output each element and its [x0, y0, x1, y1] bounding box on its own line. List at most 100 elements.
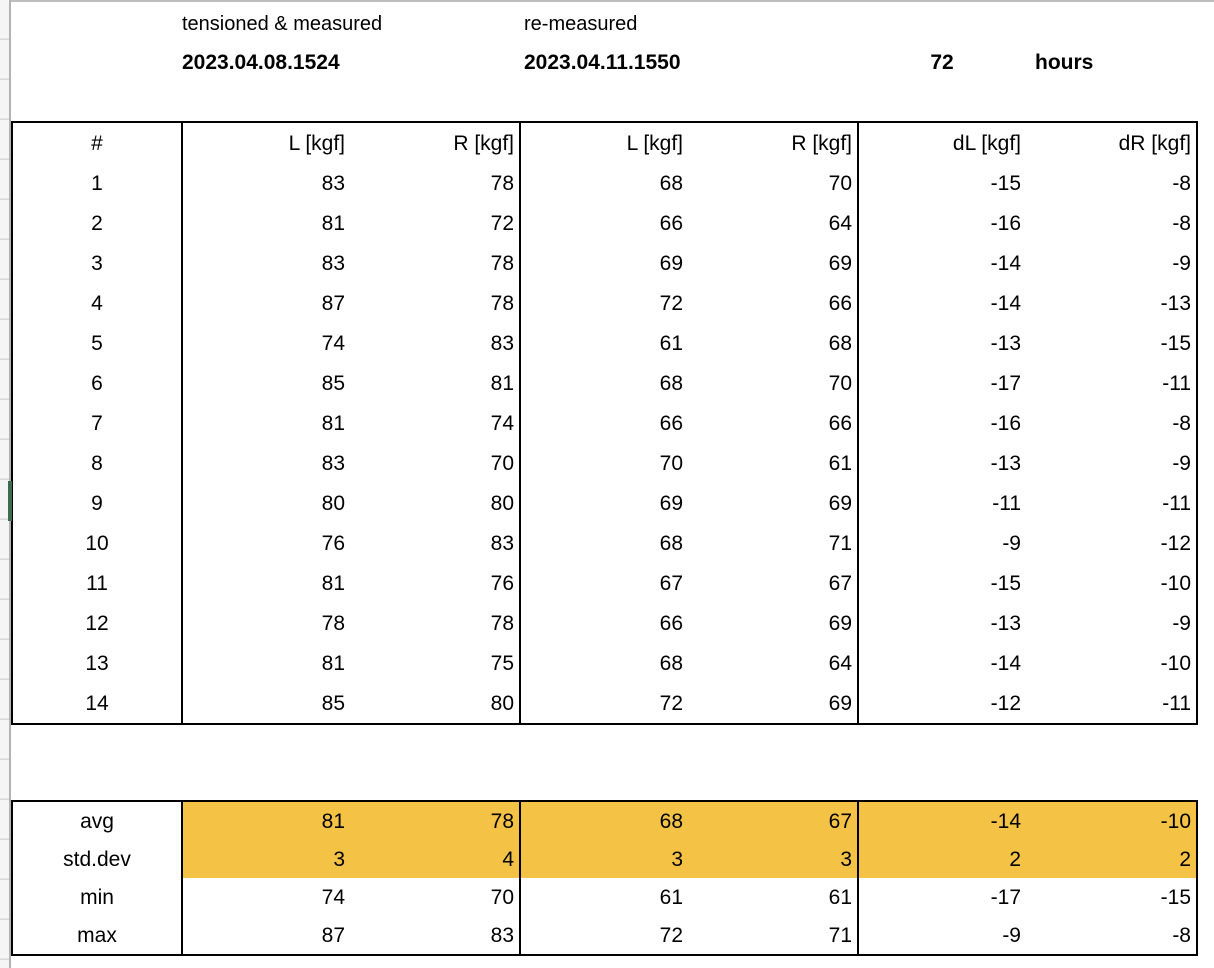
value-cell[interactable]: -11 — [1162, 691, 1191, 715]
column-header-cell[interactable]: R [kgf] — [791, 131, 852, 155]
value-cell[interactable]: -12 — [1160, 531, 1191, 555]
value-cell[interactable]: 72 — [519, 283, 688, 323]
value-cell[interactable]: 71 — [828, 531, 852, 555]
value-cell[interactable]: 61 — [828, 451, 852, 475]
summary-label-cell[interactable]: avg — [80, 809, 114, 833]
column-header-cell[interactable]: L [kgf] — [519, 123, 688, 163]
value-cell[interactable]: -9 — [1172, 611, 1191, 635]
value-cell[interactable]: 70 — [519, 443, 688, 483]
value-cell[interactable]: -8 — [1172, 171, 1191, 195]
value-cell[interactable]: 68 — [519, 643, 688, 683]
summary-label-cell[interactable]: std.dev — [63, 847, 131, 871]
value-cell[interactable]: -11 — [857, 483, 1026, 523]
value-cell[interactable]: 85 — [181, 363, 350, 403]
value-cell[interactable]: 85 — [181, 683, 350, 723]
value-cell[interactable]: -16 — [857, 403, 1026, 443]
summary-value-cell[interactable]: -10 — [1026, 802, 1196, 840]
value-cell[interactable]: -10 — [1160, 571, 1191, 595]
summary-value-cell[interactable]: 71 — [828, 923, 852, 947]
row-number-cell[interactable]: 8 — [91, 451, 103, 475]
value-cell[interactable]: -11 — [1162, 491, 1191, 515]
row-number-cell[interactable]: 4 — [91, 291, 103, 315]
value-cell[interactable]: 70 — [828, 171, 852, 195]
row-number-cell[interactable]: 10 — [85, 531, 109, 555]
column-header-cell[interactable]: dL [kgf] — [857, 123, 1026, 163]
row-number-cell[interactable]: 6 — [91, 371, 103, 395]
value-cell[interactable]: 68 — [519, 523, 688, 563]
value-cell[interactable]: 66 — [519, 403, 688, 443]
value-cell[interactable]: 87 — [181, 283, 350, 323]
value-cell[interactable]: 70 — [490, 451, 514, 475]
value-cell[interactable]: 70 — [828, 371, 852, 395]
summary-value-cell[interactable]: -14 — [857, 802, 1026, 840]
row-number-cell[interactable]: 2 — [91, 211, 103, 235]
value-cell[interactable]: 69 — [519, 243, 688, 283]
summary-value-cell[interactable]: -8 — [1172, 923, 1191, 947]
summary-value-cell[interactable]: 2 — [857, 840, 1026, 878]
value-cell[interactable]: -16 — [857, 203, 1026, 243]
summary-value-cell[interactable]: 74 — [181, 878, 350, 916]
row-number-cell[interactable]: 13 — [85, 651, 109, 675]
value-cell[interactable]: -9 — [1172, 251, 1191, 275]
value-cell[interactable]: 66 — [519, 203, 688, 243]
summary-value-cell[interactable]: 4 — [350, 840, 519, 878]
column-header-cell[interactable]: L [kgf] — [181, 123, 350, 163]
row-number-cell[interactable]: 3 — [91, 251, 103, 275]
value-cell[interactable]: -13 — [857, 323, 1026, 363]
value-cell[interactable]: -8 — [1172, 411, 1191, 435]
summary-value-cell[interactable]: 87 — [181, 916, 350, 954]
value-cell[interactable]: 69 — [828, 491, 852, 515]
value-cell[interactable]: -13 — [1160, 291, 1191, 315]
value-cell[interactable]: -10 — [1160, 651, 1191, 675]
value-cell[interactable]: 67 — [519, 563, 688, 603]
column-header-cell[interactable]: # — [91, 131, 103, 155]
row-number-cell[interactable]: 12 — [85, 611, 109, 635]
value-cell[interactable]: -15 — [1160, 331, 1191, 355]
summary-value-cell[interactable]: 72 — [519, 916, 688, 954]
value-cell[interactable]: 67 — [828, 571, 852, 595]
summary-value-cell[interactable]: 81 — [181, 802, 350, 840]
value-cell[interactable]: 83 — [181, 243, 350, 283]
summary-value-cell[interactable]: -17 — [857, 878, 1026, 916]
value-cell[interactable]: 81 — [490, 371, 514, 395]
summary-value-cell[interactable]: -9 — [857, 916, 1026, 954]
row-number-cell[interactable]: 7 — [91, 411, 103, 435]
summary-value-cell[interactable]: 2 — [1026, 840, 1196, 878]
summary-value-cell[interactable]: 3 — [688, 840, 857, 878]
value-cell[interactable]: 78 — [490, 291, 514, 315]
value-cell[interactable]: -11 — [1162, 371, 1191, 395]
summary-value-cell[interactable]: 61 — [828, 885, 852, 909]
value-cell[interactable]: 83 — [490, 331, 514, 355]
value-cell[interactable]: -15 — [857, 563, 1026, 603]
value-cell[interactable]: 81 — [181, 643, 350, 683]
value-cell[interactable]: 66 — [519, 603, 688, 643]
value-cell[interactable]: 74 — [181, 323, 350, 363]
value-cell[interactable]: 80 — [490, 491, 514, 515]
value-cell[interactable]: -14 — [857, 643, 1026, 683]
value-cell[interactable]: 81 — [181, 203, 350, 243]
value-cell[interactable]: 72 — [519, 683, 688, 723]
value-cell[interactable]: 80 — [490, 691, 514, 715]
value-cell[interactable]: 69 — [828, 611, 852, 635]
value-cell[interactable]: 66 — [828, 411, 852, 435]
value-cell[interactable]: -15 — [857, 163, 1026, 203]
value-cell[interactable]: 83 — [181, 163, 350, 203]
value-cell[interactable]: -14 — [857, 243, 1026, 283]
row-number-cell[interactable]: 9 — [91, 491, 103, 515]
summary-value-cell[interactable]: 3 — [181, 840, 350, 878]
value-cell[interactable]: 72 — [490, 211, 514, 235]
value-cell[interactable]: -12 — [857, 683, 1026, 723]
column-header-cell[interactable]: R [kgf] — [453, 131, 514, 155]
summary-value-cell[interactable]: 78 — [350, 802, 519, 840]
value-cell[interactable]: 75 — [490, 651, 514, 675]
value-cell[interactable]: -14 — [857, 283, 1026, 323]
value-cell[interactable]: 69 — [828, 251, 852, 275]
summary-value-cell[interactable]: -15 — [1160, 885, 1191, 909]
column-header-cell[interactable]: dR [kgf] — [1118, 131, 1191, 155]
summary-value-cell[interactable]: 3 — [519, 840, 688, 878]
value-cell[interactable]: -8 — [1172, 211, 1191, 235]
value-cell[interactable]: -17 — [857, 363, 1026, 403]
value-cell[interactable]: -13 — [857, 603, 1026, 643]
row-number-cell[interactable]: 14 — [85, 691, 109, 715]
value-cell[interactable]: 78 — [181, 603, 350, 643]
